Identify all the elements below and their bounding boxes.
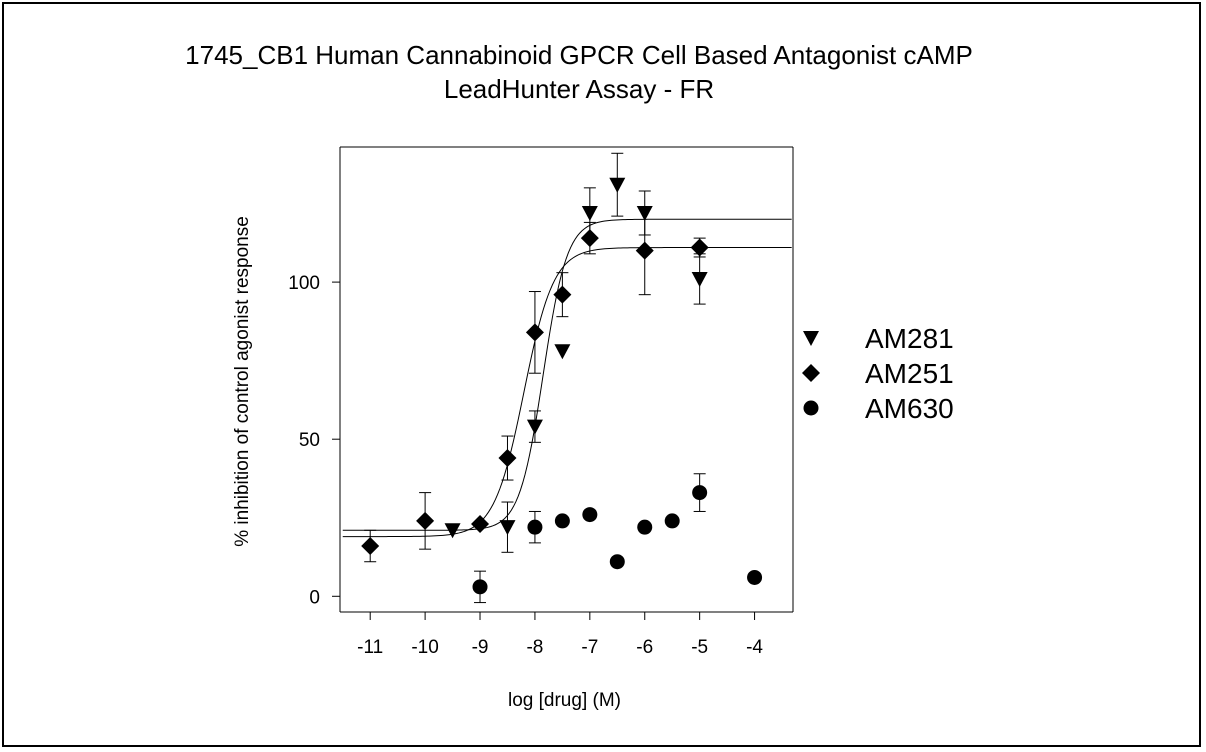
point-am630	[747, 569, 763, 585]
chart-title-line-1: 1745_CB1 Human Cannabinoid GPCR Cell Bas…	[185, 40, 973, 70]
point-am630	[527, 519, 543, 535]
x-tick-label: -5	[691, 637, 708, 658]
point-am630	[637, 519, 653, 535]
point-am251	[690, 238, 709, 257]
point-am251	[416, 511, 435, 530]
point-am251	[580, 229, 599, 248]
fit-curve-am251	[342, 247, 792, 538]
point-am251	[553, 285, 572, 304]
legend-marker-am630	[803, 400, 819, 416]
legend-label-am281: AM281	[865, 323, 954, 354]
fit-curve-am281	[342, 218, 792, 531]
point-am251	[525, 323, 544, 342]
axes: -11 -10 -9 -8 -7 -6 -5 -4 0 50 100 log [drug] (M) % …	[232, 146, 794, 711]
y-tick-label: 50	[299, 430, 320, 451]
point-am630	[692, 485, 708, 501]
x-tick-label: -7	[581, 637, 598, 658]
point-am251	[498, 449, 517, 468]
legend-marker-am281	[803, 331, 819, 346]
point-am630	[554, 513, 570, 529]
legend-label-am630: AM630	[865, 393, 954, 424]
point-am630	[609, 554, 625, 570]
point-am281	[609, 177, 626, 193]
x-tick-label: -11	[357, 637, 383, 658]
x-tick-label: -8	[526, 637, 543, 658]
point-am630	[664, 513, 680, 529]
data-points	[361, 177, 763, 595]
chart-title-line-2: LeadHunter Assay - FR	[443, 74, 715, 104]
legend-marker-am251	[802, 364, 820, 382]
point-am281	[554, 344, 571, 360]
point-am630	[472, 579, 488, 595]
point-am251	[635, 241, 654, 260]
x-tick-label: -9	[472, 637, 489, 658]
x-tick-label: -10	[411, 637, 438, 658]
point-am281	[526, 419, 543, 435]
point-am281	[499, 520, 516, 536]
legend: AM281 AM251 AM630	[802, 323, 954, 424]
point-am281	[581, 205, 598, 221]
point-am251	[471, 515, 490, 534]
error-bars	[364, 152, 706, 604]
point-am281	[636, 205, 653, 221]
point-am630	[582, 507, 598, 523]
x-tick-label: -6	[636, 637, 653, 658]
point-am281	[691, 271, 708, 287]
legend-label-am251: AM251	[865, 358, 954, 389]
point-am281	[444, 523, 461, 539]
x-tick-label: -4	[746, 637, 763, 658]
x-axis-label: log [drug] (M)	[508, 690, 621, 711]
y-axis-label: % inhibition of control agonist response	[232, 216, 253, 547]
y-tick-label: 0	[309, 587, 320, 608]
point-am251	[361, 537, 380, 556]
chart-title: 1745_CB1 Human Cannabinoid GPCR Cell Bas…	[0, 38, 1158, 106]
fit-curves	[342, 218, 792, 538]
y-tick-label: 100	[288, 273, 320, 294]
